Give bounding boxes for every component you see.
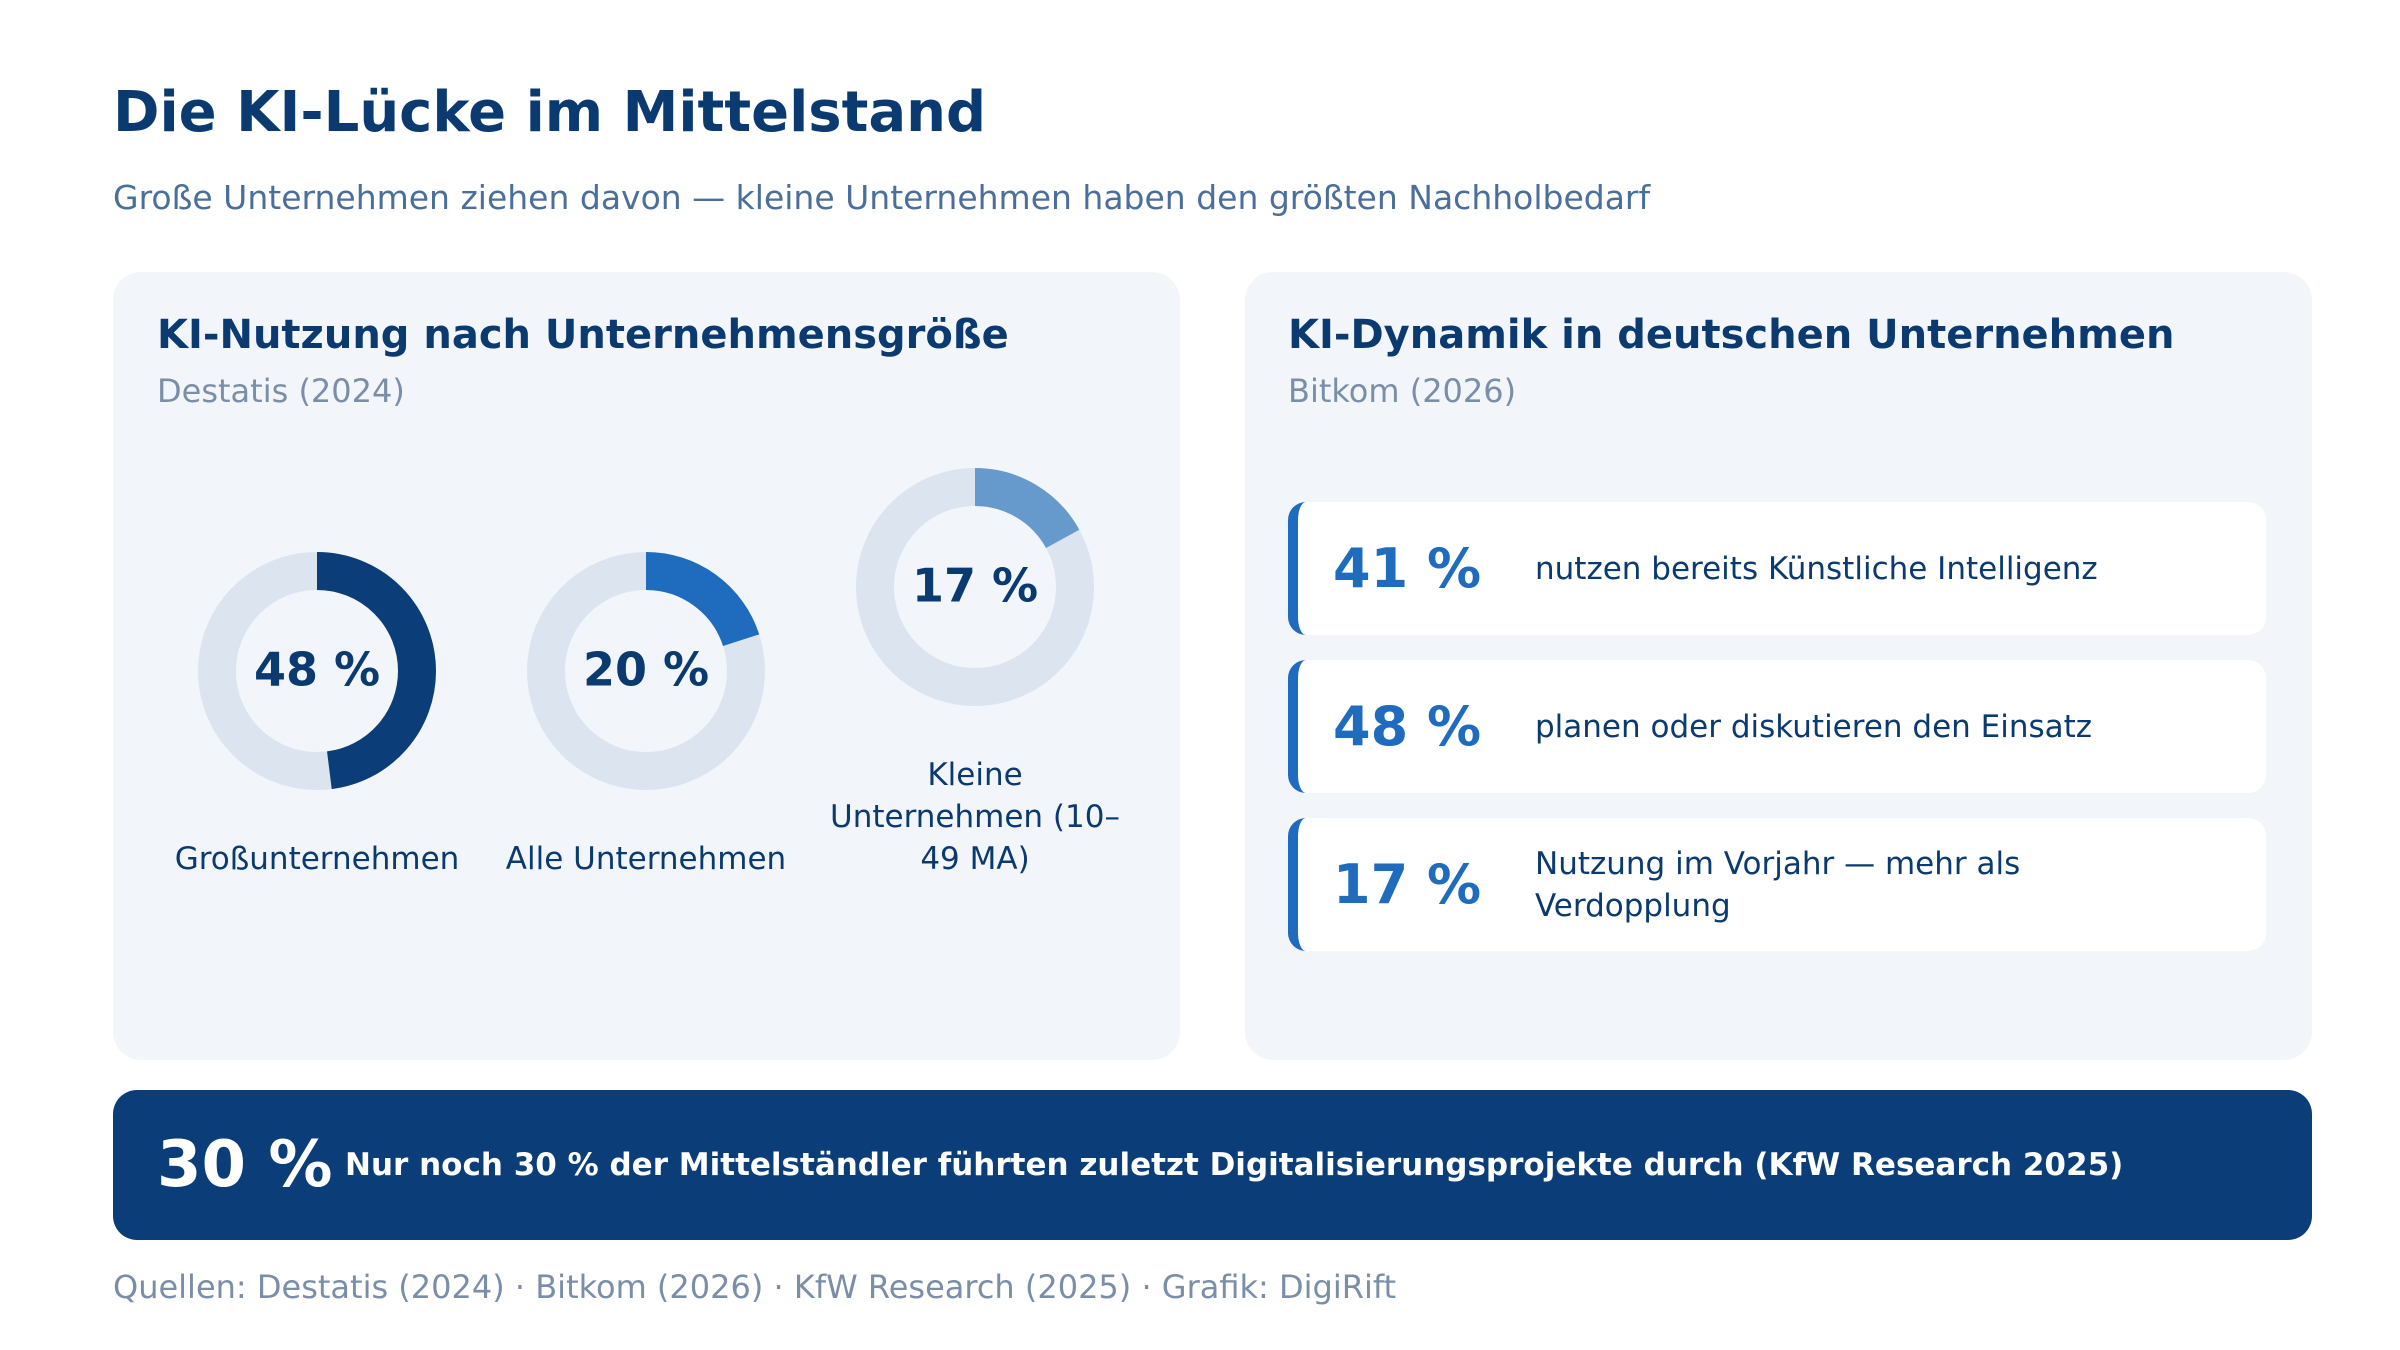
banner-text: Nur noch 30 % der Mittelständler führten… — [345, 1147, 2124, 1183]
stat-value: 17 % — [1333, 853, 1482, 916]
footer: Quellen: Destatis (2024) · Bitkom (2026)… — [113, 1268, 1397, 1306]
category-label: Kleine Unternehmen (10–49 MA) — [830, 757, 1120, 877]
donut-arc — [856, 468, 1094, 706]
stat-value: 48 % — [1333, 695, 1482, 758]
stat-text: nutzen bereits Künstliche Intelligenz — [1535, 550, 2098, 587]
stat-card: 17 % Nutzung im Vorjahr — mehr als Verdo… — [1288, 818, 2266, 951]
banner: 30 % Nur noch 30 % der Mittelständler fü… — [113, 1090, 2312, 1240]
donut-arc — [527, 552, 765, 790]
panel-title: KI-Nutzung nach Unternehmensgröße — [157, 312, 1009, 358]
stat-card: 41 % nutzen bereits Künstliche Intellige… — [1288, 502, 2266, 635]
panel-source: Destatis (2024) — [157, 372, 405, 410]
donut-value: 20 % — [583, 643, 709, 697]
panel-source: Bitkom (2026) — [1288, 372, 1517, 410]
category-label: Alle Unternehmen — [505, 841, 787, 877]
stat-value: 41 % — [1333, 537, 1482, 600]
subtitle: Große Unternehmen ziehen davon — kleine … — [113, 178, 1651, 217]
category-label: Großunternehmen — [174, 841, 460, 877]
banner-value: 30 % — [157, 1128, 333, 1202]
stat-text: planen oder diskutieren den Einsatz — [1535, 708, 2093, 745]
donut-chart: 48 % 20 % 17 % — [198, 468, 1094, 790]
panel-title: KI-Dynamik in deutschen Unternehmen — [1288, 312, 2175, 358]
stat-card: 48 % planen oder diskutieren den Einsatz — [1288, 660, 2266, 793]
donut-value: 17 % — [912, 559, 1038, 613]
donut-value: 48 % — [254, 643, 380, 697]
stat-text: Nutzung im Vorjahr — mehr als Verdopplun… — [1535, 845, 2021, 924]
title: Die KI-Lücke im Mittelstand — [113, 80, 987, 145]
donut-arc — [198, 552, 436, 790]
